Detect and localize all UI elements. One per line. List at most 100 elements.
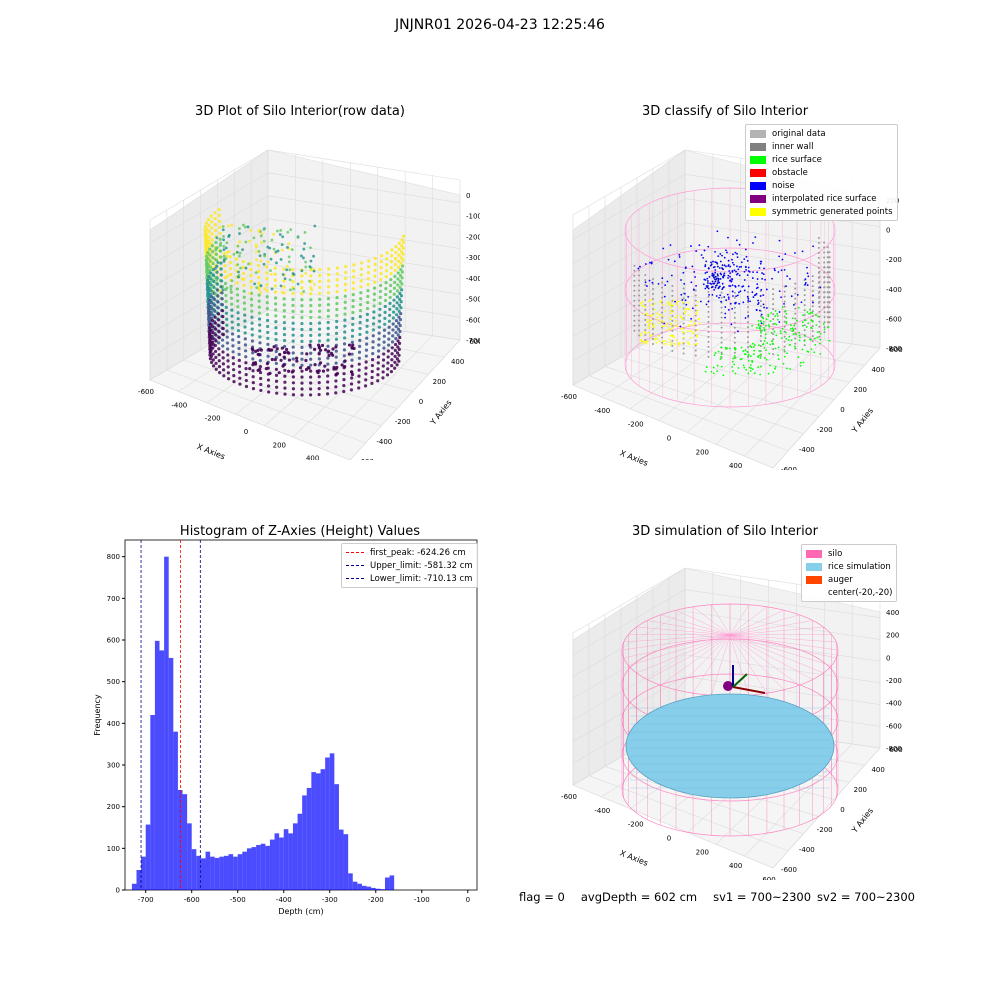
raw-point — [238, 232, 241, 235]
raw-point — [344, 264, 348, 269]
raw-point — [396, 283, 400, 287]
raw-3d-plot[interactable]: -600-400-2000200400600-600-400-200020040… — [130, 130, 480, 460]
center-marker — [723, 681, 733, 691]
raw-point — [206, 251, 210, 255]
wall-point — [828, 281, 831, 284]
raw-point — [208, 265, 212, 269]
rice-point — [732, 370, 734, 372]
raw-grid-z — [149, 263, 461, 335]
raw-point — [213, 321, 217, 325]
wall-point — [823, 311, 826, 314]
raw-point — [395, 301, 399, 305]
raw-point — [304, 265, 308, 269]
noise-point — [717, 286, 720, 289]
raw-point — [244, 361, 248, 365]
raw-point — [318, 303, 322, 307]
raw-point — [242, 283, 246, 287]
raw-point — [357, 356, 361, 360]
raw-point — [317, 321, 322, 325]
raw-point — [270, 357, 274, 362]
wall-point — [759, 304, 762, 307]
wall-point — [783, 340, 786, 343]
raw-point — [231, 338, 235, 342]
raw-point — [265, 307, 269, 311]
classify-grid-y — [652, 338, 850, 383]
raw-z-tick: -700 — [466, 337, 480, 345]
raw-point — [213, 222, 217, 227]
simulation-3d-plot[interactable]: -600-400-2000200400600-600-400-200020040… — [555, 550, 905, 880]
raw-point — [309, 315, 313, 320]
raw-point — [392, 298, 396, 302]
simulation-x-tick: 400 — [729, 862, 742, 870]
raw-point — [282, 297, 286, 301]
simulation-x-tick: 200 — [696, 848, 709, 856]
wall-point — [644, 303, 647, 306]
wall-point — [823, 261, 826, 264]
histogram-bar — [242, 851, 247, 890]
raw-point — [393, 280, 397, 284]
symmetric-point — [639, 334, 642, 337]
wall-point — [707, 325, 710, 328]
noise-point — [785, 285, 787, 288]
noise-point — [771, 277, 773, 280]
raw-point — [209, 220, 214, 224]
raw-point — [216, 246, 219, 250]
raw-point — [275, 391, 279, 395]
raw-point — [283, 277, 287, 281]
raw-point — [397, 303, 402, 307]
raw-point — [317, 343, 321, 347]
noise-point — [714, 250, 716, 253]
raw-point — [283, 392, 287, 396]
silo-roof-line — [729, 634, 749, 696]
raw-point — [350, 345, 354, 350]
wall-point — [826, 301, 829, 304]
raw-point — [364, 354, 368, 358]
symmetric-point — [677, 344, 680, 346]
wall-point — [823, 266, 826, 269]
raw-point — [397, 341, 402, 346]
raw-point — [248, 292, 252, 295]
rice-point — [775, 334, 778, 337]
raw-point — [273, 358, 277, 362]
raw-point — [317, 352, 321, 356]
noise-point — [754, 293, 757, 296]
noise-point — [729, 302, 732, 305]
rice-point — [809, 338, 811, 341]
noise-point — [716, 277, 718, 280]
raw-point — [343, 288, 348, 292]
noise-point — [812, 294, 814, 297]
rice-point — [798, 339, 801, 342]
silo-roof-line — [660, 614, 731, 636]
noise-point — [717, 280, 719, 282]
raw-point — [359, 291, 363, 295]
raw-point — [335, 325, 339, 329]
histogram-chart[interactable]: -700 -600 -500 -400 -300 -200 -100 001002003004… — [80, 530, 500, 920]
noise-point — [764, 278, 766, 281]
wall-point — [707, 335, 710, 338]
symmetric-point — [668, 338, 671, 341]
wall-point — [783, 350, 786, 353]
noise-point — [670, 274, 673, 277]
rice-point — [794, 347, 797, 350]
rice-point — [764, 337, 767, 340]
rice-point — [757, 324, 760, 327]
wall-point — [794, 297, 797, 300]
raw-point — [256, 263, 261, 268]
noise-point — [778, 311, 781, 313]
raw-y-tick: 0 — [419, 398, 423, 406]
raw-point — [222, 235, 225, 238]
raw-point — [236, 317, 240, 321]
rice-point — [776, 312, 779, 315]
rice-point — [769, 320, 772, 323]
noise-point — [745, 266, 747, 269]
raw-point — [393, 274, 397, 278]
raw-point — [209, 295, 214, 299]
raw-point — [218, 249, 222, 253]
legend-label: rice surface — [772, 154, 822, 165]
raw-point — [275, 385, 279, 389]
wall-point — [783, 305, 786, 308]
symmetric-point — [647, 327, 650, 330]
noise-point — [678, 253, 681, 256]
wall-point — [733, 336, 736, 339]
simulation-grid-x — [772, 747, 881, 869]
